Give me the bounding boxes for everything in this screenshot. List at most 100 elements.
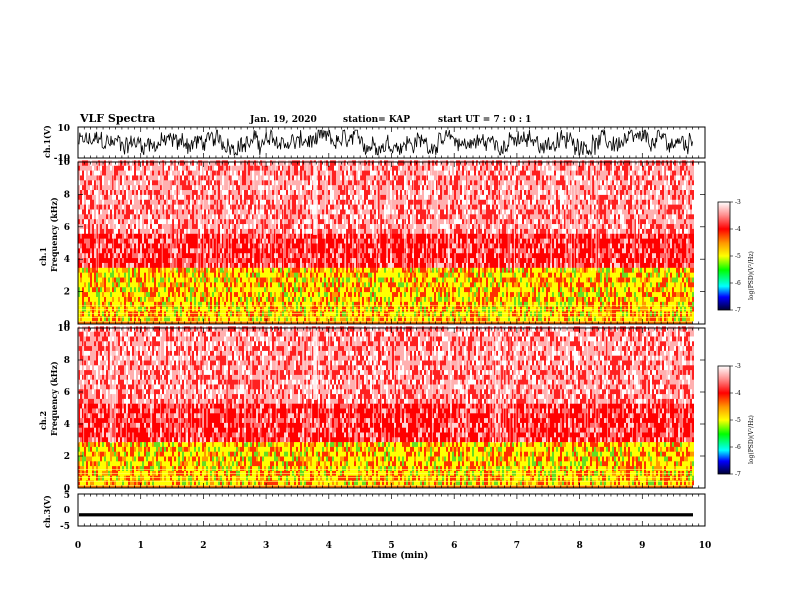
spectrogram-column: [526, 160, 528, 321]
spectrogram-column: [148, 326, 150, 485]
spectrogram-column: [172, 160, 174, 321]
spectrogram-column: [410, 160, 412, 321]
spectrogram-column: [618, 326, 620, 485]
spectrogram-column: [184, 160, 186, 321]
spectrogram-column: [140, 160, 142, 321]
spectrogram-column: [254, 326, 256, 485]
x-tick-label: 5: [388, 541, 394, 551]
spectrogram-column: [648, 160, 650, 321]
spectrogram-column: [100, 326, 102, 485]
spectrogram-column: [646, 160, 648, 321]
spectrogram-column: [272, 160, 274, 321]
spectrogram-column: [682, 160, 684, 321]
spectrogram-column: [208, 326, 210, 485]
spectrogram-column: [160, 160, 162, 321]
spectrogram-column: [80, 326, 82, 485]
frequency-tick-label: 6: [64, 223, 70, 233]
spectrogram-column: [600, 160, 602, 321]
spectrogram-streak: [498, 162, 499, 271]
spectrogram-column: [290, 326, 292, 485]
spectrogram-column: [654, 160, 656, 321]
spectrogram-column: [132, 160, 134, 321]
spectrogram-streak: [355, 328, 356, 443]
spectrogram-column: [404, 326, 406, 485]
spectrogram-column: [480, 326, 482, 485]
spectrogram-column: [110, 160, 112, 321]
spectrogram-streak: [448, 162, 449, 271]
spectrogram-streak: [595, 328, 596, 443]
spectrogram-column: [248, 160, 250, 321]
spectrogram-streak: [508, 162, 509, 271]
frequency-tick-label: 4: [64, 255, 70, 265]
spectrogram-column: [296, 160, 298, 321]
spectrogram-streak: [641, 328, 642, 443]
spectrogram-column: [182, 326, 184, 485]
spectrogram-column: [234, 326, 236, 485]
spectrogram-column: [460, 326, 462, 485]
ch2-spectrogram-ylabel-frequency: Frequency (kHz): [49, 361, 59, 436]
spectrogram-streak: [413, 162, 414, 271]
colorbar-tick-label: -3: [735, 199, 741, 206]
spectrogram-column: [474, 160, 476, 321]
spectrogram-column: [416, 160, 418, 321]
spectrogram-column: [530, 160, 532, 321]
spectrogram-column: [524, 326, 526, 485]
spectrogram-column: [436, 326, 438, 485]
spectrogram-column: [168, 160, 170, 321]
spectrogram-column: [144, 326, 146, 485]
spectrogram-column: [100, 160, 102, 321]
spectrogram-column: [130, 326, 132, 485]
spectrogram-streak: [359, 162, 360, 271]
spectrogram-column: [332, 326, 334, 485]
spectrogram-column: [294, 326, 296, 485]
spectrogram-streak: [639, 162, 640, 271]
spectrogram-column: [492, 160, 494, 321]
spectrogram-column: [434, 160, 436, 321]
ch2-spectrogram-ylabel-channel: ch.2: [38, 411, 48, 430]
spectrogram-column: [368, 160, 370, 321]
spectrogram-column: [256, 160, 258, 321]
spectrogram-column: [580, 160, 582, 321]
spectrogram-streak: [391, 162, 392, 271]
spectrogram-streak: [318, 328, 319, 443]
spectrogram-streak: [98, 162, 99, 271]
spectrogram-column: [90, 160, 92, 321]
spectrogram-column: [546, 160, 548, 321]
spectrogram-column: [456, 160, 458, 321]
spectrogram-column: [496, 160, 498, 321]
spectrogram-column: [102, 160, 104, 321]
spectrogram-column: [116, 326, 118, 485]
spectrogram-column: [562, 326, 564, 485]
spectrogram-streak: [477, 162, 478, 271]
spectrogram-column: [662, 160, 664, 321]
spectrogram-column: [636, 326, 638, 485]
spectrogram-column: [424, 160, 426, 321]
spectrogram-column: [588, 160, 590, 321]
spectrogram-column: [220, 160, 222, 321]
spectrogram-column: [644, 160, 646, 321]
spectrogram-column: [446, 326, 448, 485]
spectrogram-column: [86, 160, 88, 321]
ch3-ytick-5: 5: [64, 491, 70, 501]
spectrogram-column: [420, 326, 422, 485]
spectrogram-streak: [664, 162, 665, 271]
spectrogram-column: [276, 160, 278, 321]
spectrogram-streak: [115, 328, 116, 443]
spectrogram-column: [690, 326, 692, 485]
spectrogram-column: [374, 326, 376, 485]
spectrogram-column: [364, 160, 366, 321]
spectrogram-column: [254, 160, 256, 321]
x-tick-label: 8: [576, 541, 582, 551]
spectrogram-column: [580, 326, 582, 485]
spectrogram-streak: [373, 328, 374, 443]
spectrogram-column: [460, 160, 462, 321]
spectrogram-column: [462, 160, 464, 321]
spectrogram-column: [542, 326, 544, 485]
spectrogram-streak: [276, 328, 277, 443]
spectrogram-column: [136, 160, 138, 321]
spectrogram-column: [590, 326, 592, 485]
spectrogram-column: [416, 326, 418, 485]
spectrogram-column: [134, 326, 136, 485]
date-label: Jan. 19, 2020: [249, 115, 317, 125]
spectrogram-column: [374, 160, 376, 321]
